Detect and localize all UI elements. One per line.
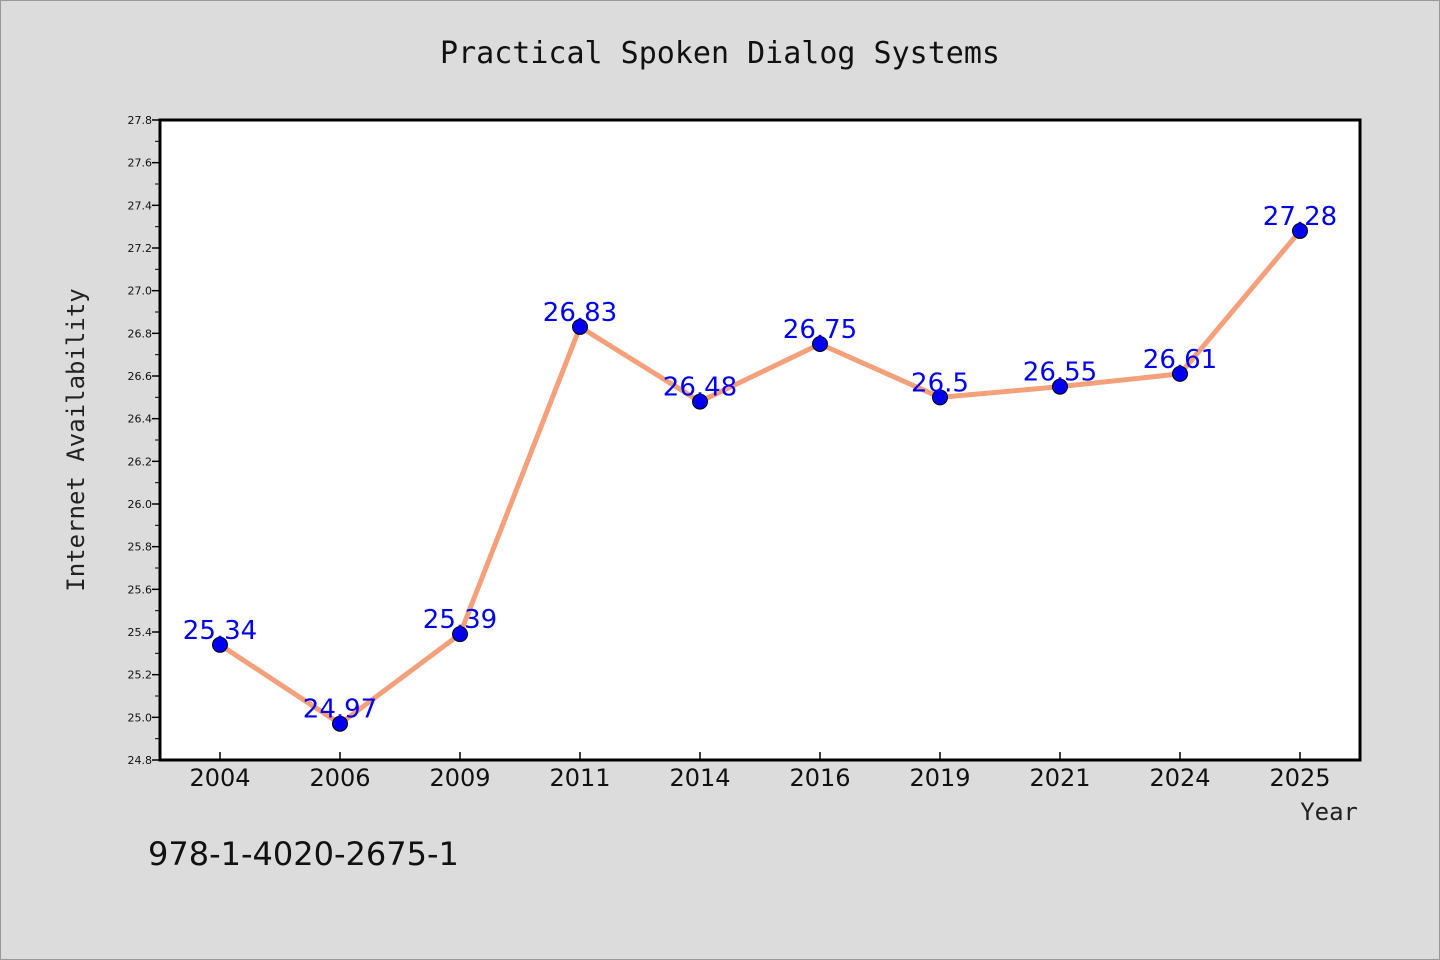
data-label: 26.48 bbox=[663, 373, 737, 403]
data-point bbox=[212, 636, 228, 653]
y-tick-label: 26.8 bbox=[128, 327, 153, 340]
data-label: 25.34 bbox=[183, 616, 257, 646]
data-point bbox=[1292, 222, 1308, 239]
y-tick-label: 27.4 bbox=[128, 199, 153, 212]
y-axis-label: Internet Availability bbox=[62, 288, 90, 591]
data-label: 24.97 bbox=[303, 695, 377, 725]
y-tick-label: 26.4 bbox=[128, 413, 153, 426]
y-axis-ticks: 24.8 25.0 25.2 25.4 25.6 25.8 26.0 26.2 26.4 26.6… bbox=[128, 114, 160, 767]
y-tick-label: 25.6 bbox=[128, 583, 153, 596]
data-point bbox=[332, 715, 348, 732]
y-tick-label: 27.8 bbox=[128, 114, 153, 127]
y-tick-label: 24.8 bbox=[128, 754, 153, 767]
y-tick-label: 25.0 bbox=[128, 711, 153, 724]
data-label: 27.28 bbox=[1263, 202, 1337, 232]
x-tick-label: 2019 bbox=[909, 764, 970, 792]
data-point bbox=[932, 389, 948, 406]
data-markers bbox=[212, 222, 1308, 732]
y-tick-label: 25.4 bbox=[128, 626, 153, 639]
x-tick-label: 2011 bbox=[549, 764, 610, 792]
x-axis-label: Year bbox=[1300, 798, 1358, 826]
chart-title: Practical Spoken Dialog Systems bbox=[440, 36, 1000, 71]
data-label: 25.39 bbox=[423, 605, 497, 635]
data-point bbox=[692, 393, 708, 410]
x-axis-ticks: 2004 2006 2009 2011 2014 2016 2019 2021 2024 2025 bbox=[189, 752, 1331, 792]
data-point bbox=[812, 336, 828, 352]
y-tick-label: 25.2 bbox=[128, 669, 153, 682]
data-label: 26.75 bbox=[783, 315, 857, 345]
plot-area bbox=[160, 120, 1360, 760]
data-label: 26.55 bbox=[1023, 358, 1097, 388]
series-line-group bbox=[217, 228, 1303, 727]
data-point bbox=[452, 626, 468, 643]
y-tick-label: 27.2 bbox=[128, 242, 153, 255]
data-point bbox=[1052, 378, 1068, 395]
y-tick-label: 26.6 bbox=[128, 370, 153, 383]
plot-frame bbox=[158, 118, 1362, 762]
x-tick-label: 2025 bbox=[1269, 764, 1330, 792]
data-point bbox=[1172, 365, 1188, 382]
data-label: 26.5 bbox=[911, 368, 969, 398]
x-tick-label: 2014 bbox=[669, 764, 730, 792]
y-tick-label: 25.8 bbox=[128, 541, 153, 554]
y-tick-label: 27.6 bbox=[128, 157, 153, 170]
x-tick-label: 2024 bbox=[1149, 764, 1210, 792]
x-tick-label: 2004 bbox=[189, 764, 250, 792]
x-tick-label: 2006 bbox=[309, 764, 370, 792]
data-label: 26.83 bbox=[543, 298, 617, 328]
x-tick-label: 2009 bbox=[429, 764, 490, 792]
data-labels: 25.34 24.97 25.39 26.83 26.48 26.75 26.5 26.55 2… bbox=[183, 202, 1337, 725]
y-tick-label: 26.2 bbox=[128, 455, 153, 468]
y-tick-label: 26.0 bbox=[128, 498, 153, 511]
series-line bbox=[217, 228, 1303, 727]
data-point bbox=[572, 318, 588, 335]
x-tick-label: 2016 bbox=[789, 764, 850, 792]
y-tick-label: 27.0 bbox=[128, 285, 153, 298]
data-label: 26.61 bbox=[1143, 345, 1217, 375]
isbn-text: 978-1-4020-2675-1 bbox=[148, 835, 459, 873]
x-tick-label: 2021 bbox=[1029, 764, 1090, 792]
